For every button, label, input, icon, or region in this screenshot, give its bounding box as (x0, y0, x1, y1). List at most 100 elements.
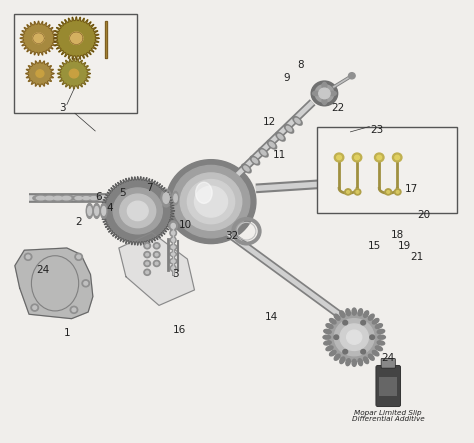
Ellipse shape (364, 311, 369, 318)
Ellipse shape (86, 203, 93, 218)
Circle shape (343, 350, 347, 354)
Ellipse shape (171, 223, 175, 228)
Circle shape (128, 201, 148, 221)
Text: 17: 17 (405, 184, 419, 194)
Ellipse shape (244, 166, 249, 171)
Ellipse shape (324, 341, 331, 345)
Ellipse shape (80, 195, 93, 201)
Circle shape (166, 159, 256, 244)
Ellipse shape (346, 309, 350, 316)
Ellipse shape (173, 191, 178, 205)
Ellipse shape (329, 350, 336, 356)
Ellipse shape (95, 206, 99, 215)
Circle shape (374, 153, 384, 162)
Circle shape (154, 260, 160, 267)
Circle shape (146, 245, 149, 247)
Ellipse shape (364, 357, 369, 364)
Circle shape (355, 155, 359, 159)
Circle shape (84, 282, 88, 285)
Circle shape (24, 253, 32, 260)
Ellipse shape (169, 221, 177, 231)
Ellipse shape (196, 182, 212, 203)
Ellipse shape (375, 346, 383, 351)
Polygon shape (20, 21, 57, 55)
Circle shape (352, 153, 362, 162)
Polygon shape (15, 248, 93, 319)
Ellipse shape (163, 193, 169, 203)
Ellipse shape (404, 178, 418, 182)
Ellipse shape (385, 179, 400, 183)
Text: 19: 19 (398, 241, 411, 251)
Ellipse shape (368, 314, 374, 320)
Ellipse shape (261, 150, 266, 155)
Polygon shape (54, 17, 100, 60)
Polygon shape (33, 33, 44, 43)
Text: Differential Additive: Differential Additive (352, 416, 425, 422)
Circle shape (311, 81, 337, 106)
Text: 23: 23 (370, 124, 383, 135)
Ellipse shape (368, 354, 374, 360)
Ellipse shape (329, 319, 336, 324)
Circle shape (334, 153, 344, 162)
Circle shape (26, 255, 30, 259)
Polygon shape (119, 233, 194, 305)
Circle shape (361, 320, 365, 325)
Polygon shape (101, 176, 175, 245)
Ellipse shape (367, 180, 381, 185)
Ellipse shape (379, 179, 393, 184)
FancyBboxPatch shape (376, 365, 401, 407)
Ellipse shape (334, 314, 340, 320)
Ellipse shape (72, 195, 85, 201)
Ellipse shape (33, 195, 49, 201)
Circle shape (387, 190, 390, 193)
Ellipse shape (378, 335, 385, 339)
Circle shape (319, 88, 330, 99)
Ellipse shape (250, 156, 260, 165)
Ellipse shape (252, 158, 257, 163)
Ellipse shape (398, 178, 412, 183)
Text: 7: 7 (146, 183, 153, 194)
Circle shape (345, 189, 351, 195)
Ellipse shape (358, 309, 363, 316)
FancyBboxPatch shape (381, 358, 395, 368)
Ellipse shape (295, 118, 300, 123)
Circle shape (144, 252, 151, 258)
Ellipse shape (102, 206, 106, 215)
Ellipse shape (322, 82, 327, 89)
Circle shape (334, 335, 338, 339)
Circle shape (155, 253, 158, 256)
Ellipse shape (259, 148, 268, 157)
Text: 4: 4 (106, 203, 113, 213)
Ellipse shape (313, 91, 319, 96)
Circle shape (146, 253, 149, 256)
Ellipse shape (50, 195, 66, 201)
Ellipse shape (376, 181, 384, 183)
Text: 21: 21 (410, 252, 423, 262)
Ellipse shape (75, 197, 82, 199)
Circle shape (75, 253, 82, 260)
Ellipse shape (395, 179, 402, 182)
Text: 2: 2 (75, 217, 82, 226)
Ellipse shape (170, 265, 176, 272)
Ellipse shape (82, 197, 90, 199)
Circle shape (354, 189, 361, 195)
Ellipse shape (62, 196, 71, 200)
Ellipse shape (407, 179, 415, 181)
Ellipse shape (375, 324, 383, 328)
Ellipse shape (373, 180, 387, 184)
Circle shape (392, 153, 402, 162)
Text: 14: 14 (264, 312, 278, 323)
Ellipse shape (293, 117, 302, 125)
Text: 1: 1 (64, 328, 70, 338)
Circle shape (33, 306, 36, 309)
Ellipse shape (93, 203, 100, 218)
Text: Mopar Limited Slip: Mopar Limited Slip (355, 410, 422, 416)
Ellipse shape (171, 246, 175, 249)
Circle shape (120, 194, 156, 228)
Text: 5: 5 (119, 188, 126, 198)
Circle shape (146, 271, 149, 274)
Ellipse shape (87, 195, 100, 201)
Circle shape (144, 260, 151, 267)
Circle shape (144, 243, 151, 249)
Circle shape (385, 189, 392, 195)
